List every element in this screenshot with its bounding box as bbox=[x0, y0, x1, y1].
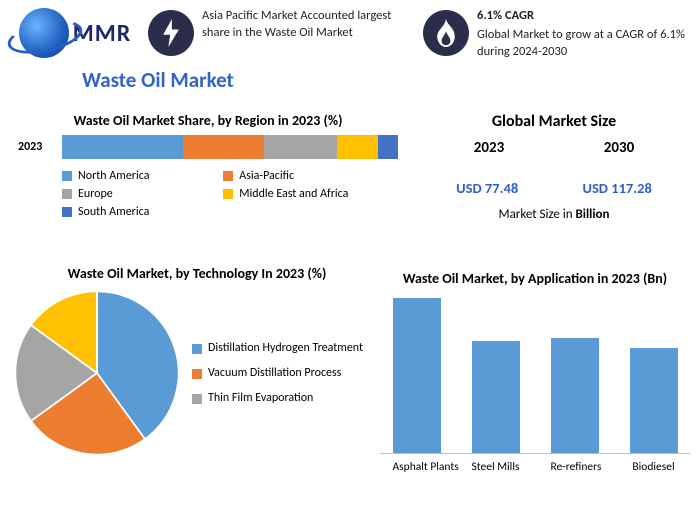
legend-label: South America bbox=[78, 205, 149, 219]
app-categories: Asphalt Plants Steel Mills Re-refiners Biod… bbox=[380, 460, 690, 474]
swatch-icon bbox=[223, 189, 233, 199]
market-size-title: Global Market Size bbox=[424, 112, 684, 131]
region-seg-2 bbox=[264, 135, 338, 159]
app-bar-2 bbox=[551, 338, 599, 453]
region-seg-1 bbox=[183, 135, 264, 159]
swatch-icon bbox=[62, 189, 72, 199]
stat-apac-text: Asia Pacific Market Accounted largest sh… bbox=[202, 8, 415, 42]
legend-label: Middle East and Africa bbox=[239, 187, 348, 201]
swatch-icon bbox=[223, 171, 233, 181]
unit-bold: Billion bbox=[576, 207, 610, 222]
region-legend-item-1: Asia-Pacific bbox=[223, 169, 384, 183]
swatch-icon bbox=[192, 344, 202, 354]
legend-label: Asia-Pacific bbox=[239, 169, 294, 183]
app-bar-3 bbox=[630, 348, 678, 453]
region-legend-item-2: Europe bbox=[62, 187, 223, 201]
flame-icon bbox=[423, 10, 469, 56]
header-row: MMR Asia Pacific Market Accounted larges… bbox=[0, 0, 700, 65]
market-size-block: Global Market Size 2023 2030 USD 77.48 U… bbox=[424, 112, 684, 222]
bolt-icon bbox=[148, 10, 194, 56]
legend-label: Thin Film Evaporation bbox=[208, 391, 313, 406]
tech-chart-title: Waste Oil Market, by Technology In 2023 … bbox=[12, 265, 382, 282]
page-title: Waste Oil Market bbox=[82, 67, 700, 93]
region-legend-item-3: Middle East and Africa bbox=[223, 187, 384, 201]
legend-label: Distillation Hydrogen Treatment bbox=[208, 341, 363, 356]
region-chart: Waste Oil Market Share, by Region in 202… bbox=[18, 112, 398, 219]
legend-label: Europe bbox=[78, 187, 113, 201]
ms-val-0: USD 77.48 bbox=[456, 179, 518, 197]
region-legend-item-0: North America bbox=[62, 169, 223, 183]
tech-pie bbox=[12, 288, 182, 458]
region-seg-4 bbox=[378, 135, 398, 159]
region-seg-3 bbox=[337, 135, 377, 159]
globe-icon bbox=[19, 8, 69, 58]
logo: MMR bbox=[10, 8, 140, 58]
app-bars bbox=[380, 299, 690, 454]
app-bar-0 bbox=[393, 298, 441, 453]
region-seg-0 bbox=[62, 135, 183, 159]
tech-legend: Distillation Hydrogen Treatment Vacuum Di… bbox=[192, 341, 363, 406]
app-bar-1 bbox=[472, 341, 520, 453]
app-cat-0: Asphalt Plants bbox=[393, 460, 441, 474]
tech-chart: Waste Oil Market, by Technology In 2023 … bbox=[12, 265, 382, 458]
tech-legend-item-0: Distillation Hydrogen Treatment bbox=[192, 341, 363, 356]
swatch-icon bbox=[62, 207, 72, 217]
legend-label: Vacuum Distillation Process bbox=[208, 366, 341, 381]
ms-year-1: 2030 bbox=[604, 139, 634, 157]
ms-val-1: USD 117.28 bbox=[582, 179, 651, 197]
stat-apac: Asia Pacific Market Accounted largest sh… bbox=[148, 8, 415, 56]
app-cat-3: Biodiesel bbox=[630, 460, 678, 474]
app-cat-2: Re-refiners bbox=[551, 460, 599, 474]
unit-prefix: Market Size in bbox=[498, 207, 575, 222]
tech-legend-item-2: Thin Film Evaporation bbox=[192, 391, 363, 406]
ms-year-0: 2023 bbox=[474, 139, 504, 157]
region-bar-year: 2023 bbox=[18, 140, 62, 154]
cagr-headline: 6.1% CAGR bbox=[477, 8, 690, 25]
region-stacked-bar bbox=[62, 135, 398, 159]
app-chart-title: Waste Oil Market, by Application in 2023… bbox=[380, 270, 690, 287]
stat-cagr-text: 6.1% CAGR Global Market to grow at a CAG… bbox=[477, 8, 690, 61]
region-legend-item-4: South America bbox=[62, 205, 398, 219]
region-chart-title: Waste Oil Market Share, by Region in 202… bbox=[18, 112, 398, 129]
legend-label: North America bbox=[78, 169, 149, 183]
swatch-icon bbox=[62, 171, 72, 181]
swatch-icon bbox=[192, 369, 202, 379]
market-size-unit-note: Market Size in Billion bbox=[424, 207, 684, 222]
app-cat-1: Steel Mills bbox=[472, 460, 520, 474]
market-size-years: 2023 2030 bbox=[424, 139, 684, 157]
cagr-body: Global Market to grow at a CAGR of 6.1% … bbox=[477, 27, 685, 59]
region-legend: North America Asia-Pacific Europe Middle Ea… bbox=[62, 169, 398, 219]
tech-chart-row: Distillation Hydrogen Treatment Vacuum Di… bbox=[12, 288, 382, 458]
swatch-icon bbox=[192, 394, 202, 404]
stat-cagr: 6.1% CAGR Global Market to grow at a CAG… bbox=[423, 8, 690, 61]
region-bar-row: 2023 bbox=[18, 135, 398, 159]
market-size-values: USD 77.48 USD 117.28 bbox=[424, 165, 684, 197]
tech-legend-item-1: Vacuum Distillation Process bbox=[192, 366, 363, 381]
application-chart: Waste Oil Market, by Application in 2023… bbox=[380, 270, 690, 474]
